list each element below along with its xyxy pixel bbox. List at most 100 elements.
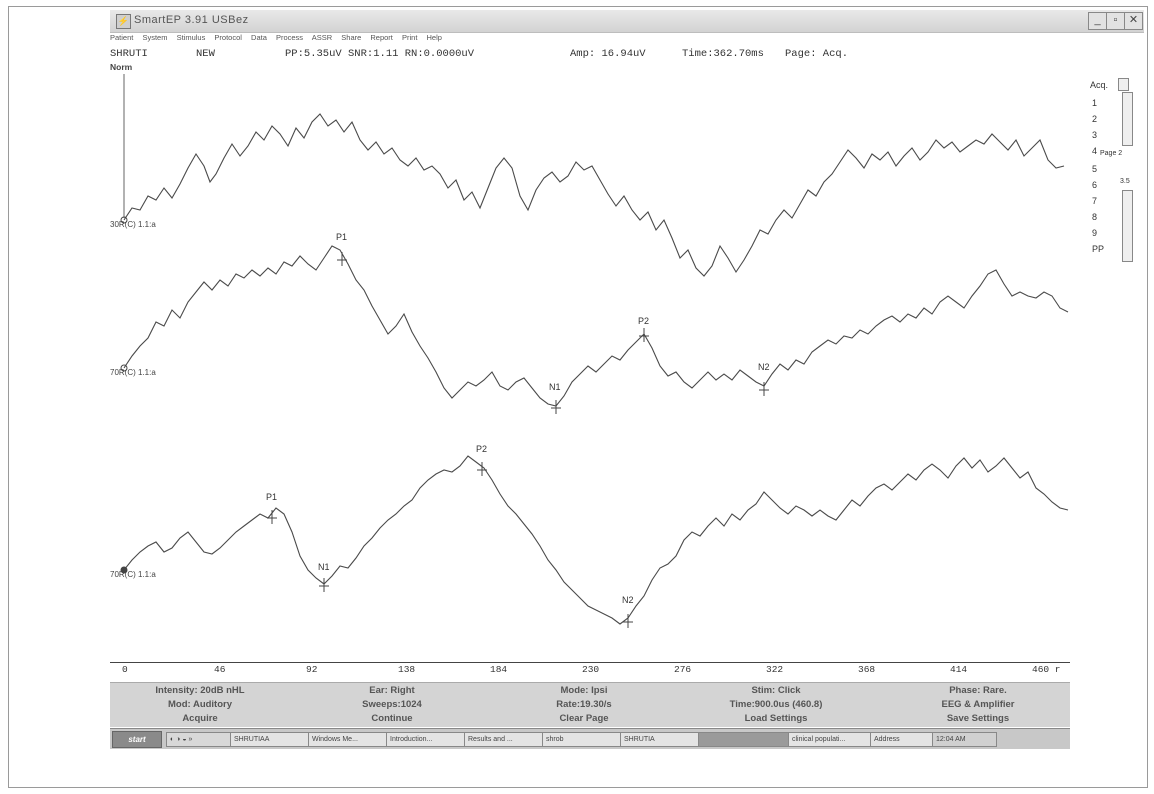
- trace-2-label: 70R(C) 1.1:a: [110, 368, 156, 377]
- axis-tick-0: 0: [122, 664, 128, 675]
- task-shrutiaa[interactable]: SHRUTIAA: [230, 732, 309, 747]
- trace-3-marker[interactable]: [120, 566, 128, 574]
- menu-share[interactable]: Share: [341, 33, 362, 42]
- waveform-trace-2: [123, 245, 1069, 407]
- task-windows-media[interactable]: Windows Me...: [308, 732, 387, 747]
- axis-tick-414: 414: [950, 664, 968, 675]
- axis-tick-230: 230: [582, 664, 600, 675]
- menu-patient[interactable]: Patient: [110, 33, 134, 42]
- trace-3-peak-n2[interactable]: [623, 614, 633, 628]
- waveform-plot: [120, 74, 1069, 628]
- slot-scrollbar-bottom[interactable]: [1122, 190, 1133, 262]
- peak-label-t3-p1: P1: [266, 492, 278, 502]
- axis-tick-138: 138: [398, 664, 416, 675]
- peak-label-t3-p2: P2: [476, 444, 488, 454]
- trace-2-peak-n1[interactable]: [551, 400, 561, 414]
- peak-label-t2-p2: P2: [638, 316, 650, 326]
- menu-stimulus[interactable]: Stimulus: [176, 33, 206, 42]
- acq-slot-7[interactable]: 7: [1092, 196, 1098, 206]
- menu-bar: Patient System Stimulus Protocol Data Pr…: [110, 33, 1144, 46]
- task-introduction[interactable]: Introduction...: [386, 732, 465, 747]
- info-modality: Mod: Auditory: [167, 699, 233, 710]
- continue-button[interactable]: Continue: [371, 713, 413, 724]
- smartep-window: ⚡ SmartEP 3.91 USBez _ ▫ ✕ Patient Syste…: [110, 10, 1144, 749]
- system-clock: 12:04 AM: [932, 732, 997, 747]
- info-time: Time:900.0us (460.8): [729, 699, 823, 710]
- task-results[interactable]: Results and ...: [464, 732, 543, 747]
- trace-1-marker[interactable]: [120, 216, 128, 224]
- clear-page-button[interactable]: Clear Page: [559, 713, 609, 724]
- trace-2-peak-p2[interactable]: [639, 328, 649, 342]
- peak-label-t3-n2: N2: [622, 595, 634, 605]
- menu-print[interactable]: Print: [401, 33, 418, 42]
- trace-2-peak-p1[interactable]: [337, 252, 347, 266]
- info-stim: Stim: Click: [751, 685, 801, 696]
- acq-slot-9[interactable]: 9: [1092, 228, 1098, 238]
- load-settings-button[interactable]: Load Settings: [744, 713, 808, 724]
- trace-2-marker[interactable]: [120, 364, 128, 372]
- menu-assr[interactable]: ASSR: [311, 33, 333, 42]
- acq-slot-4[interactable]: 4: [1092, 146, 1098, 156]
- status-line: SHRUTI NEW PP:5.35uV SNR:1.11 RN:0.0000u…: [110, 47, 1144, 63]
- maximize-icon[interactable]: ▫: [1106, 12, 1125, 30]
- axis-tick-276: 276: [674, 664, 692, 675]
- acq-slot-6[interactable]: 6: [1092, 180, 1098, 190]
- trace-2-peak-n2[interactable]: [759, 382, 769, 396]
- minimize-icon[interactable]: _: [1088, 12, 1107, 30]
- acq-slot-1[interactable]: 1: [1092, 98, 1098, 108]
- info-mode: Mode: Ipsi: [560, 685, 608, 696]
- menu-process[interactable]: Process: [275, 33, 304, 42]
- acq-slot-pp[interactable]: PP: [1092, 244, 1105, 254]
- task-active-smartep[interactable]: [698, 732, 789, 747]
- time-readout: Time:362.70ms: [682, 48, 764, 60]
- trace-3-peak-p1[interactable]: [267, 510, 277, 524]
- slot-scrollbar-top[interactable]: [1122, 92, 1133, 146]
- trace-1-label: 30R(C) 1.1:a: [110, 220, 156, 229]
- acq-side-panel: Acq. 1 2 3 4 Page 2 5 6 3.5 7 8 9 PP: [1088, 78, 1140, 268]
- page-label: Page 2: [1100, 150, 1123, 157]
- quick-launch-icons[interactable]: ◐ ◑ ◒ »: [166, 732, 231, 747]
- axis-tick-322: 322: [766, 664, 784, 675]
- eeg-amplifier-button[interactable]: EEG & Amplifier: [941, 699, 1015, 710]
- axis-tick-460: 460 r: [1032, 664, 1061, 675]
- info-intensity: Intensity: 20dB nHL: [155, 685, 245, 696]
- trace-3-peak-p2[interactable]: [477, 462, 487, 476]
- acq-slot-3[interactable]: 3: [1092, 130, 1098, 140]
- info-rate: Rate:19.30/s: [556, 699, 612, 710]
- acq-slot-8[interactable]: 8: [1092, 212, 1098, 222]
- waveform-trace-1: [123, 113, 1065, 277]
- menu-protocol[interactable]: Protocol: [214, 33, 242, 42]
- menu-system[interactable]: System: [142, 33, 168, 42]
- acquire-button[interactable]: Acquire: [182, 713, 218, 724]
- info-ear: Ear: Right: [369, 685, 415, 696]
- menu-help[interactable]: Help: [426, 33, 442, 42]
- axis-tick-184: 184: [490, 664, 508, 675]
- save-settings-button[interactable]: Save Settings: [946, 713, 1010, 724]
- menu-data[interactable]: Data: [251, 33, 267, 42]
- norm-label: Norm: [110, 62, 133, 72]
- info-phase: Phase: Rare.: [949, 685, 1007, 696]
- waveform-trace-3: [123, 455, 1069, 625]
- app-icon: ⚡: [116, 14, 131, 29]
- task-shrob[interactable]: shrob: [542, 732, 621, 747]
- panel-toggle-icon[interactable]: [1118, 78, 1129, 91]
- menu-report[interactable]: Report: [370, 33, 393, 42]
- acq-header: Acq.: [1090, 80, 1109, 90]
- acq-slot-2[interactable]: 2: [1092, 114, 1098, 124]
- address-bar[interactable]: Address: [870, 732, 933, 747]
- close-icon[interactable]: ✕: [1124, 12, 1143, 30]
- amp-readout: Amp: 16.94uV: [570, 48, 646, 60]
- measures-readout: PP:5.35uV SNR:1.11 RN:0.0000uV: [285, 48, 475, 60]
- window-title: SmartEP 3.91 USBez: [134, 14, 249, 26]
- task-clinical-population[interactable]: clinical populati...: [788, 732, 871, 747]
- axis-tick-92: 92: [306, 664, 318, 675]
- settings-info-panel: Intensity: 20dB nHL Ear: Right Mode: Ips…: [110, 682, 1070, 727]
- time-axis: 0 46 92 138 184 230 276 322 368 414 460 …: [110, 662, 1070, 677]
- task-shrutia[interactable]: SHRUTIA: [620, 732, 699, 747]
- trace-3-peak-n1[interactable]: [319, 578, 329, 592]
- patient-name: SHRUTI: [110, 48, 148, 60]
- acq-slot-5[interactable]: 5: [1092, 164, 1098, 174]
- axis-tick-368: 368: [858, 664, 876, 675]
- start-button[interactable]: start: [112, 731, 162, 748]
- peak-label-t2-n2: N2: [758, 362, 770, 372]
